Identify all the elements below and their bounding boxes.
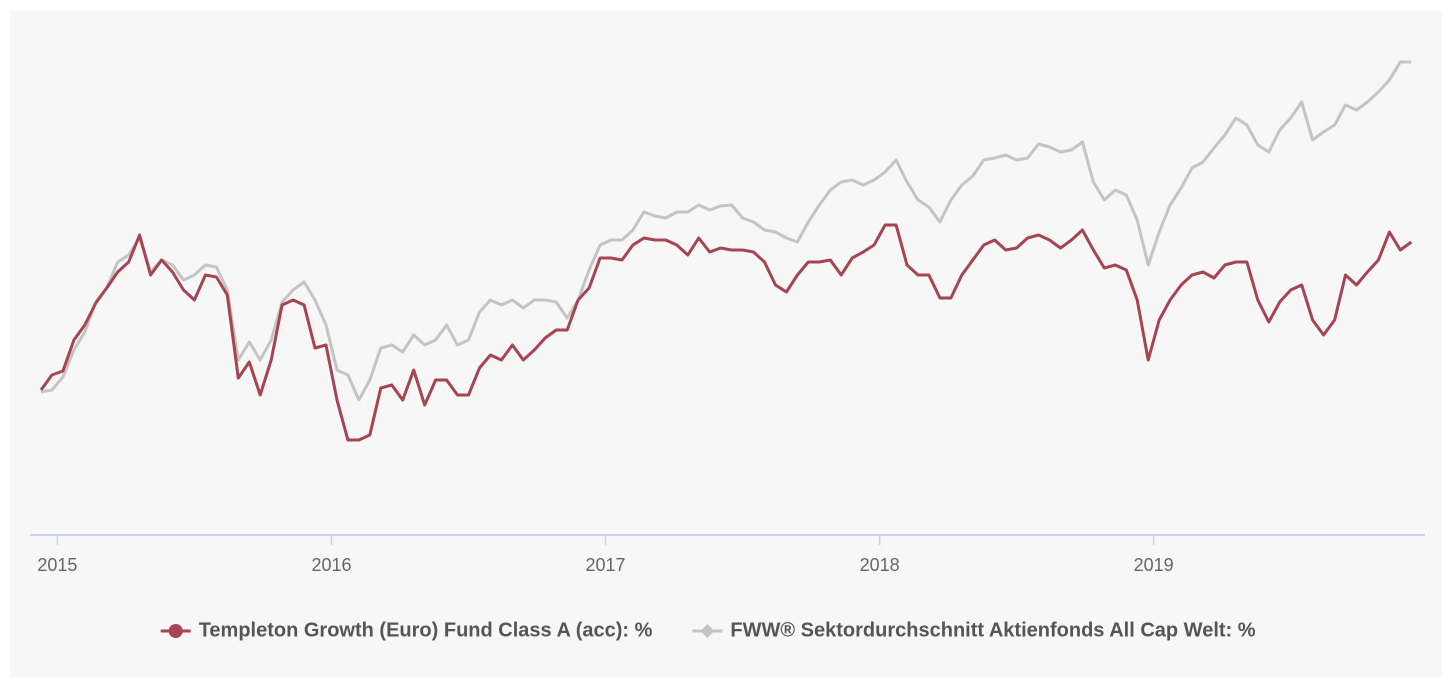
series-line: [39, 223, 1413, 442]
x-tick-label: 2019: [1134, 555, 1174, 575]
x-tick-label: 2015: [37, 555, 77, 575]
series-line: [40, 60, 1412, 402]
legend-marker: [168, 624, 183, 638]
x-tick-label: 2018: [860, 555, 900, 575]
legend-label: FWW® Sektordurchschnitt Aktienfonds All …: [730, 619, 1255, 641]
x-tick-label: 2017: [586, 555, 626, 575]
legend-marker: [700, 624, 715, 638]
chart-background: [10, 10, 1442, 678]
legend-label: Templeton Growth (Euro) Fund Class A (ac…: [199, 619, 653, 641]
x-tick-label: 2016: [311, 555, 351, 575]
